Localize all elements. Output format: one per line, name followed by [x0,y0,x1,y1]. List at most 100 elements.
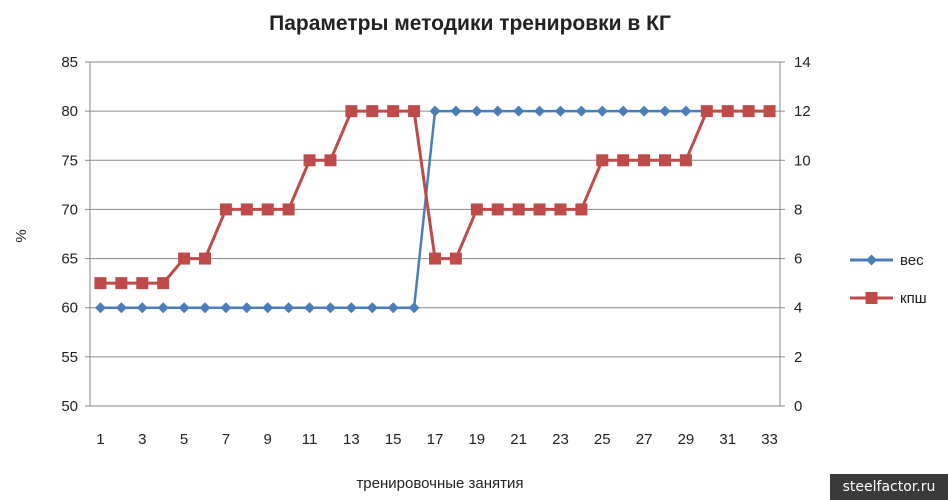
y2-tick-label: 4 [794,300,802,317]
x-tick-label: 13 [343,431,360,448]
data-point [136,302,148,314]
y-tick-label: 65 [61,251,78,268]
legend-label: вес [900,252,924,269]
data-point [262,302,274,314]
y-tick-label: 85 [61,54,78,71]
y-tick-label: 70 [61,201,78,218]
data-point [680,105,692,117]
y-tick-label: 80 [61,103,78,120]
x-tick-label: 27 [636,431,653,448]
y2-tick-label: 6 [794,251,802,268]
y-tick-label: 55 [61,349,78,366]
x-tick-label: 25 [594,431,611,448]
legend-entry-2: кпш [850,290,927,307]
y2-tick-label: 8 [794,201,802,218]
data-point [408,105,421,118]
data-point [408,302,420,314]
data-point [659,154,671,167]
y2-tick-label: 0 [794,398,802,415]
data-point [700,105,713,118]
data-point [617,154,630,167]
data-point [638,154,651,167]
data-point [345,302,357,314]
data-point [136,277,149,290]
legend-marker [866,254,877,266]
data-point [261,203,274,216]
data-point [94,277,107,290]
data-point [304,302,316,314]
legend-marker [865,292,878,304]
data-point [178,252,191,265]
data-point [178,302,190,314]
y-axis-right: 0 2 4 6 8 10 12 14 [780,54,811,415]
x-tick-label: 21 [510,431,527,448]
x-tick-label: 5 [180,431,188,448]
x-tick-label: 23 [552,431,569,448]
data-point [554,105,566,117]
data-point [575,105,587,117]
data-point [450,105,462,117]
data-point [513,105,525,117]
series-group [94,105,776,314]
data-point [575,203,588,216]
y2-tick-label: 14 [794,54,811,71]
data-point [115,302,127,314]
data-point [470,203,483,216]
x-tick-label: 17 [427,431,444,448]
data-point [324,302,336,314]
data-point [115,277,128,290]
data-point [199,302,211,314]
data-point [157,302,169,314]
data-point [492,105,504,117]
data-point [366,105,379,118]
data-point [534,105,546,117]
x-tick-label: 1 [96,431,104,448]
data-point [241,302,253,314]
data-point [596,154,609,167]
x-axis: 1 3 5 7 9 11 13 15 17 19 21 23 25 27 29 31 33 [96,431,778,448]
y2-tick-label: 10 [794,152,811,169]
data-point [617,105,629,117]
data-point [596,105,608,117]
x-tick-label: 15 [385,431,402,448]
data-point [491,203,504,216]
data-point [638,105,650,117]
y2-tick-label: 2 [794,349,802,366]
x-tick-label: 7 [222,431,230,448]
data-point [554,203,567,216]
series-2 [94,105,776,290]
data-point [366,302,378,314]
data-point [742,105,755,118]
data-point [533,203,546,216]
data-point [679,154,692,167]
data-point [345,105,358,118]
data-point [219,203,232,216]
data-point [449,252,462,265]
data-point [721,105,734,118]
data-point [240,203,253,216]
x-tick-label: 19 [468,431,485,448]
y-tick-label: 50 [61,398,78,415]
data-point [157,277,170,290]
y-tick-label: 75 [61,152,78,169]
y-tick-label: 60 [61,300,78,317]
x-axis-label: тренировочные занятия [356,475,523,492]
y-axis-label: % [13,229,30,242]
data-point [283,302,295,314]
data-point [387,302,399,314]
x-tick-label: 29 [678,431,695,448]
data-point [199,252,211,265]
chart-title: Параметры методики тренировки в КГ [269,12,671,35]
legend: вес кпш [850,252,927,307]
x-tick-label: 9 [264,431,272,448]
data-point [471,105,483,117]
data-point [220,302,232,314]
legend-entry-1: вес [850,252,924,269]
x-tick-label: 3 [138,431,146,448]
x-tick-label: 33 [761,431,778,448]
x-tick-label: 11 [302,431,318,448]
data-point [282,203,295,216]
data-point [387,105,400,118]
watermark: steelfactor.ru [830,474,948,500]
